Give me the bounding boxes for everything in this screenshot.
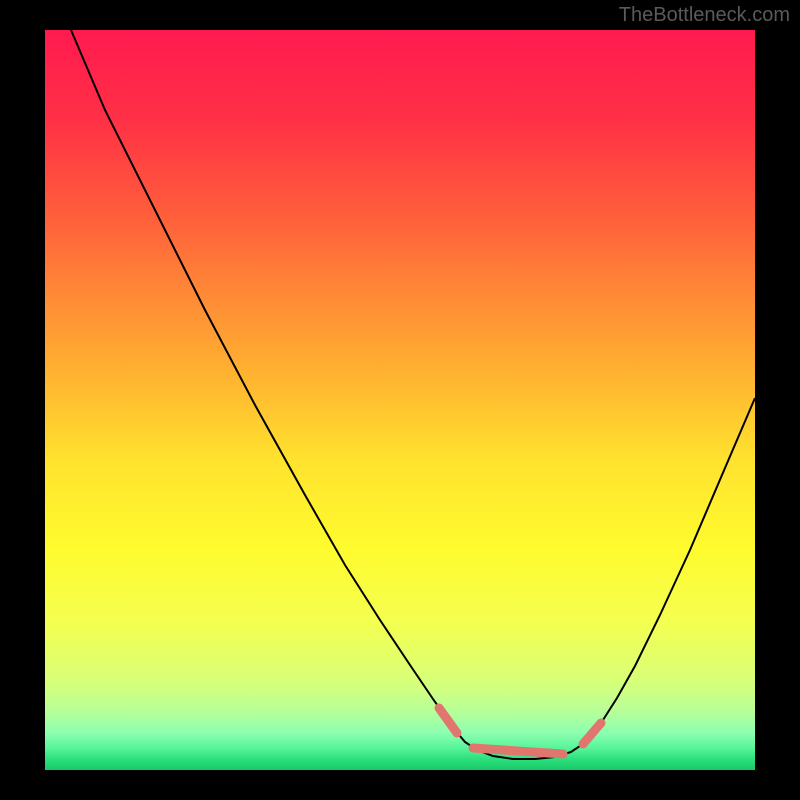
- watermark: TheBottleneck.com: [619, 4, 790, 27]
- chart-plot-area: [45, 30, 755, 770]
- heat-gradient-background: [45, 30, 755, 770]
